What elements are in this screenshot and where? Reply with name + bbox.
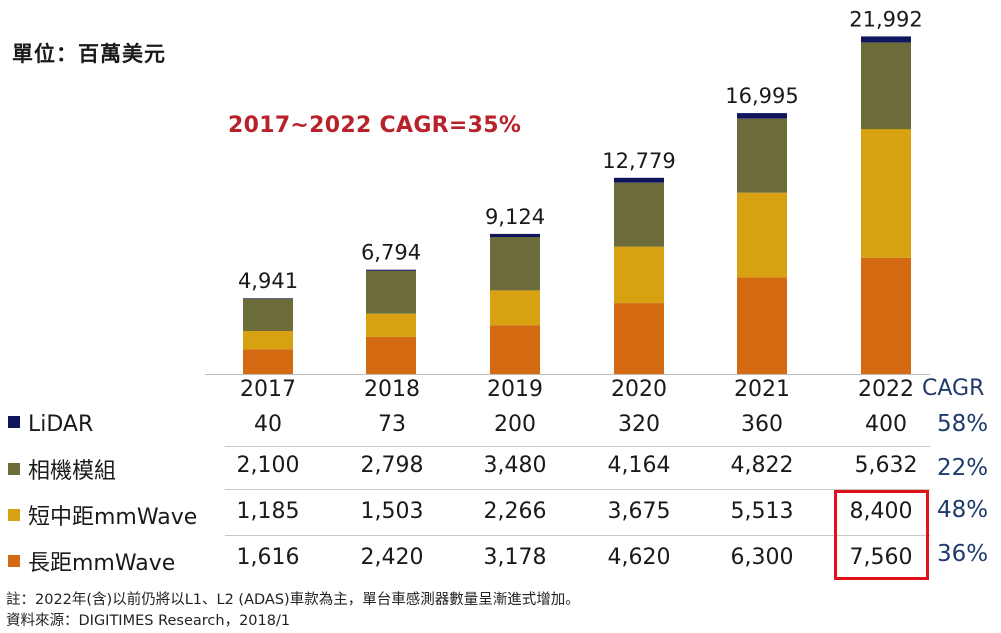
bar-segment-long-mmwave-2020 [614,303,664,374]
year-label-2019: 2019 [487,377,543,402]
table-cell: 2,100 [236,453,300,478]
table-cell: 1,503 [360,499,424,524]
year-label-2021: 2021 [734,377,790,402]
table-cell: 3,178 [483,545,547,570]
table-cell: 5,632 [854,453,918,478]
bar-segment-short-mmwave-2022 [861,129,911,258]
row-divider [225,535,930,536]
table-cell: 8,400 [849,499,913,524]
table-cell: 2,420 [360,545,424,570]
bar-segment-lidar-2020 [614,177,664,183]
legend-swatch-short-mmwave [8,509,20,521]
table-cell: 4,822 [730,453,794,478]
bar-segment-lidar-2018 [366,269,416,271]
total-label-2020: 12,779 [602,149,675,173]
bar-segment-lidar-2021 [737,113,787,119]
total-label-2021: 16,995 [725,84,798,108]
table-cell: 6,300 [730,545,794,570]
cagr-annotation: 2017~2022 CAGR=35% [228,113,522,138]
unit-label: 單位：百萬美元 [12,42,166,66]
year-label-2018: 2018 [364,377,420,402]
table-cell: 3,675 [607,499,671,524]
footnote-source: 資料來源：DIGITIMES Research，2018/1 [6,613,291,629]
bar-segment-long-mmwave-2017 [243,349,293,374]
bar-segment-camera-2020 [614,182,664,247]
bar-segment-long-mmwave-2022 [861,258,911,374]
bar-segment-short-mmwave-2017 [243,331,293,350]
bar-segment-camera-2018 [366,270,416,314]
cagr-cell-long-mmwave: 36% [937,541,989,567]
table-cell: 3,480 [483,453,547,478]
table-cell: 1,185 [236,499,300,524]
year-label-2017: 2017 [240,377,296,402]
legend-swatch-lidar [8,416,20,428]
bar-segment-camera-2021 [737,118,787,193]
bar-segment-lidar-2019 [490,233,540,237]
bar-segment-lidar-2022 [861,36,911,43]
cagr-column-header: CAGR [922,376,985,401]
total-label-2018: 6,794 [361,241,421,265]
table-cell: 200 [494,412,536,437]
bar-segment-long-mmwave-2018 [366,336,416,374]
row-label-text: 相機模組 [28,459,117,484]
row-divider [225,489,930,490]
table-cell: 400 [865,412,907,437]
cagr-cell-lidar: 58% [937,411,989,437]
table-cell: 73 [378,412,406,437]
cagr-cell-camera: 22% [937,455,989,481]
bar-segment-short-mmwave-2018 [366,313,416,337]
table-cell: 4,620 [607,545,671,570]
year-label-2022: 2022 [858,377,914,402]
bar-segment-short-mmwave-2021 [737,192,787,278]
row-label-lidar: LiDAR [8,412,93,437]
bar-segment-lidar-2017 [243,298,293,299]
total-label-2017: 4,941 [238,269,298,293]
row-label-camera: 相機模組 [8,453,116,485]
cagr-cell-short-mmwave: 48% [937,497,989,523]
table-cell: 40 [254,412,282,437]
legend-swatch-camera [8,463,20,475]
table-cell: 4,164 [607,453,671,478]
table-cell: 1,616 [236,545,300,570]
bar-segment-long-mmwave-2019 [490,325,540,374]
table-cell: 2,798 [360,453,424,478]
row-label-text: 長距mmWave [28,551,176,576]
bar-segment-long-mmwave-2021 [737,277,787,374]
row-label-text: LiDAR [28,412,94,437]
table-cell: 5,513 [730,499,794,524]
table-cell: 320 [618,412,660,437]
year-label-2020: 2020 [611,377,667,402]
bar-segment-camera-2017 [243,298,293,331]
row-divider [225,446,930,447]
highlight-box [834,490,929,580]
legend-swatch-long-mmwave [8,555,20,567]
row-label-long-mmwave: 長距mmWave [8,545,175,577]
row-label-short-mmwave: 短中距mmWave [8,499,197,531]
row-label-text: 短中距mmWave [28,505,198,530]
bar-segment-short-mmwave-2020 [614,246,664,304]
total-label-2022: 21,992 [849,7,922,31]
bar-segment-camera-2022 [861,42,911,130]
footnote-note: 註：2022年(含)以前仍將以L1、L2 (ADAS)車款為主，單台車感測器數量… [6,592,580,608]
table-cell: 7,560 [849,545,913,570]
table-cell: 2,266 [483,499,547,524]
bar-segment-camera-2019 [490,237,540,291]
bar-segment-short-mmwave-2019 [490,290,540,326]
table-cell: 360 [741,412,783,437]
total-label-2019: 9,124 [485,205,545,229]
